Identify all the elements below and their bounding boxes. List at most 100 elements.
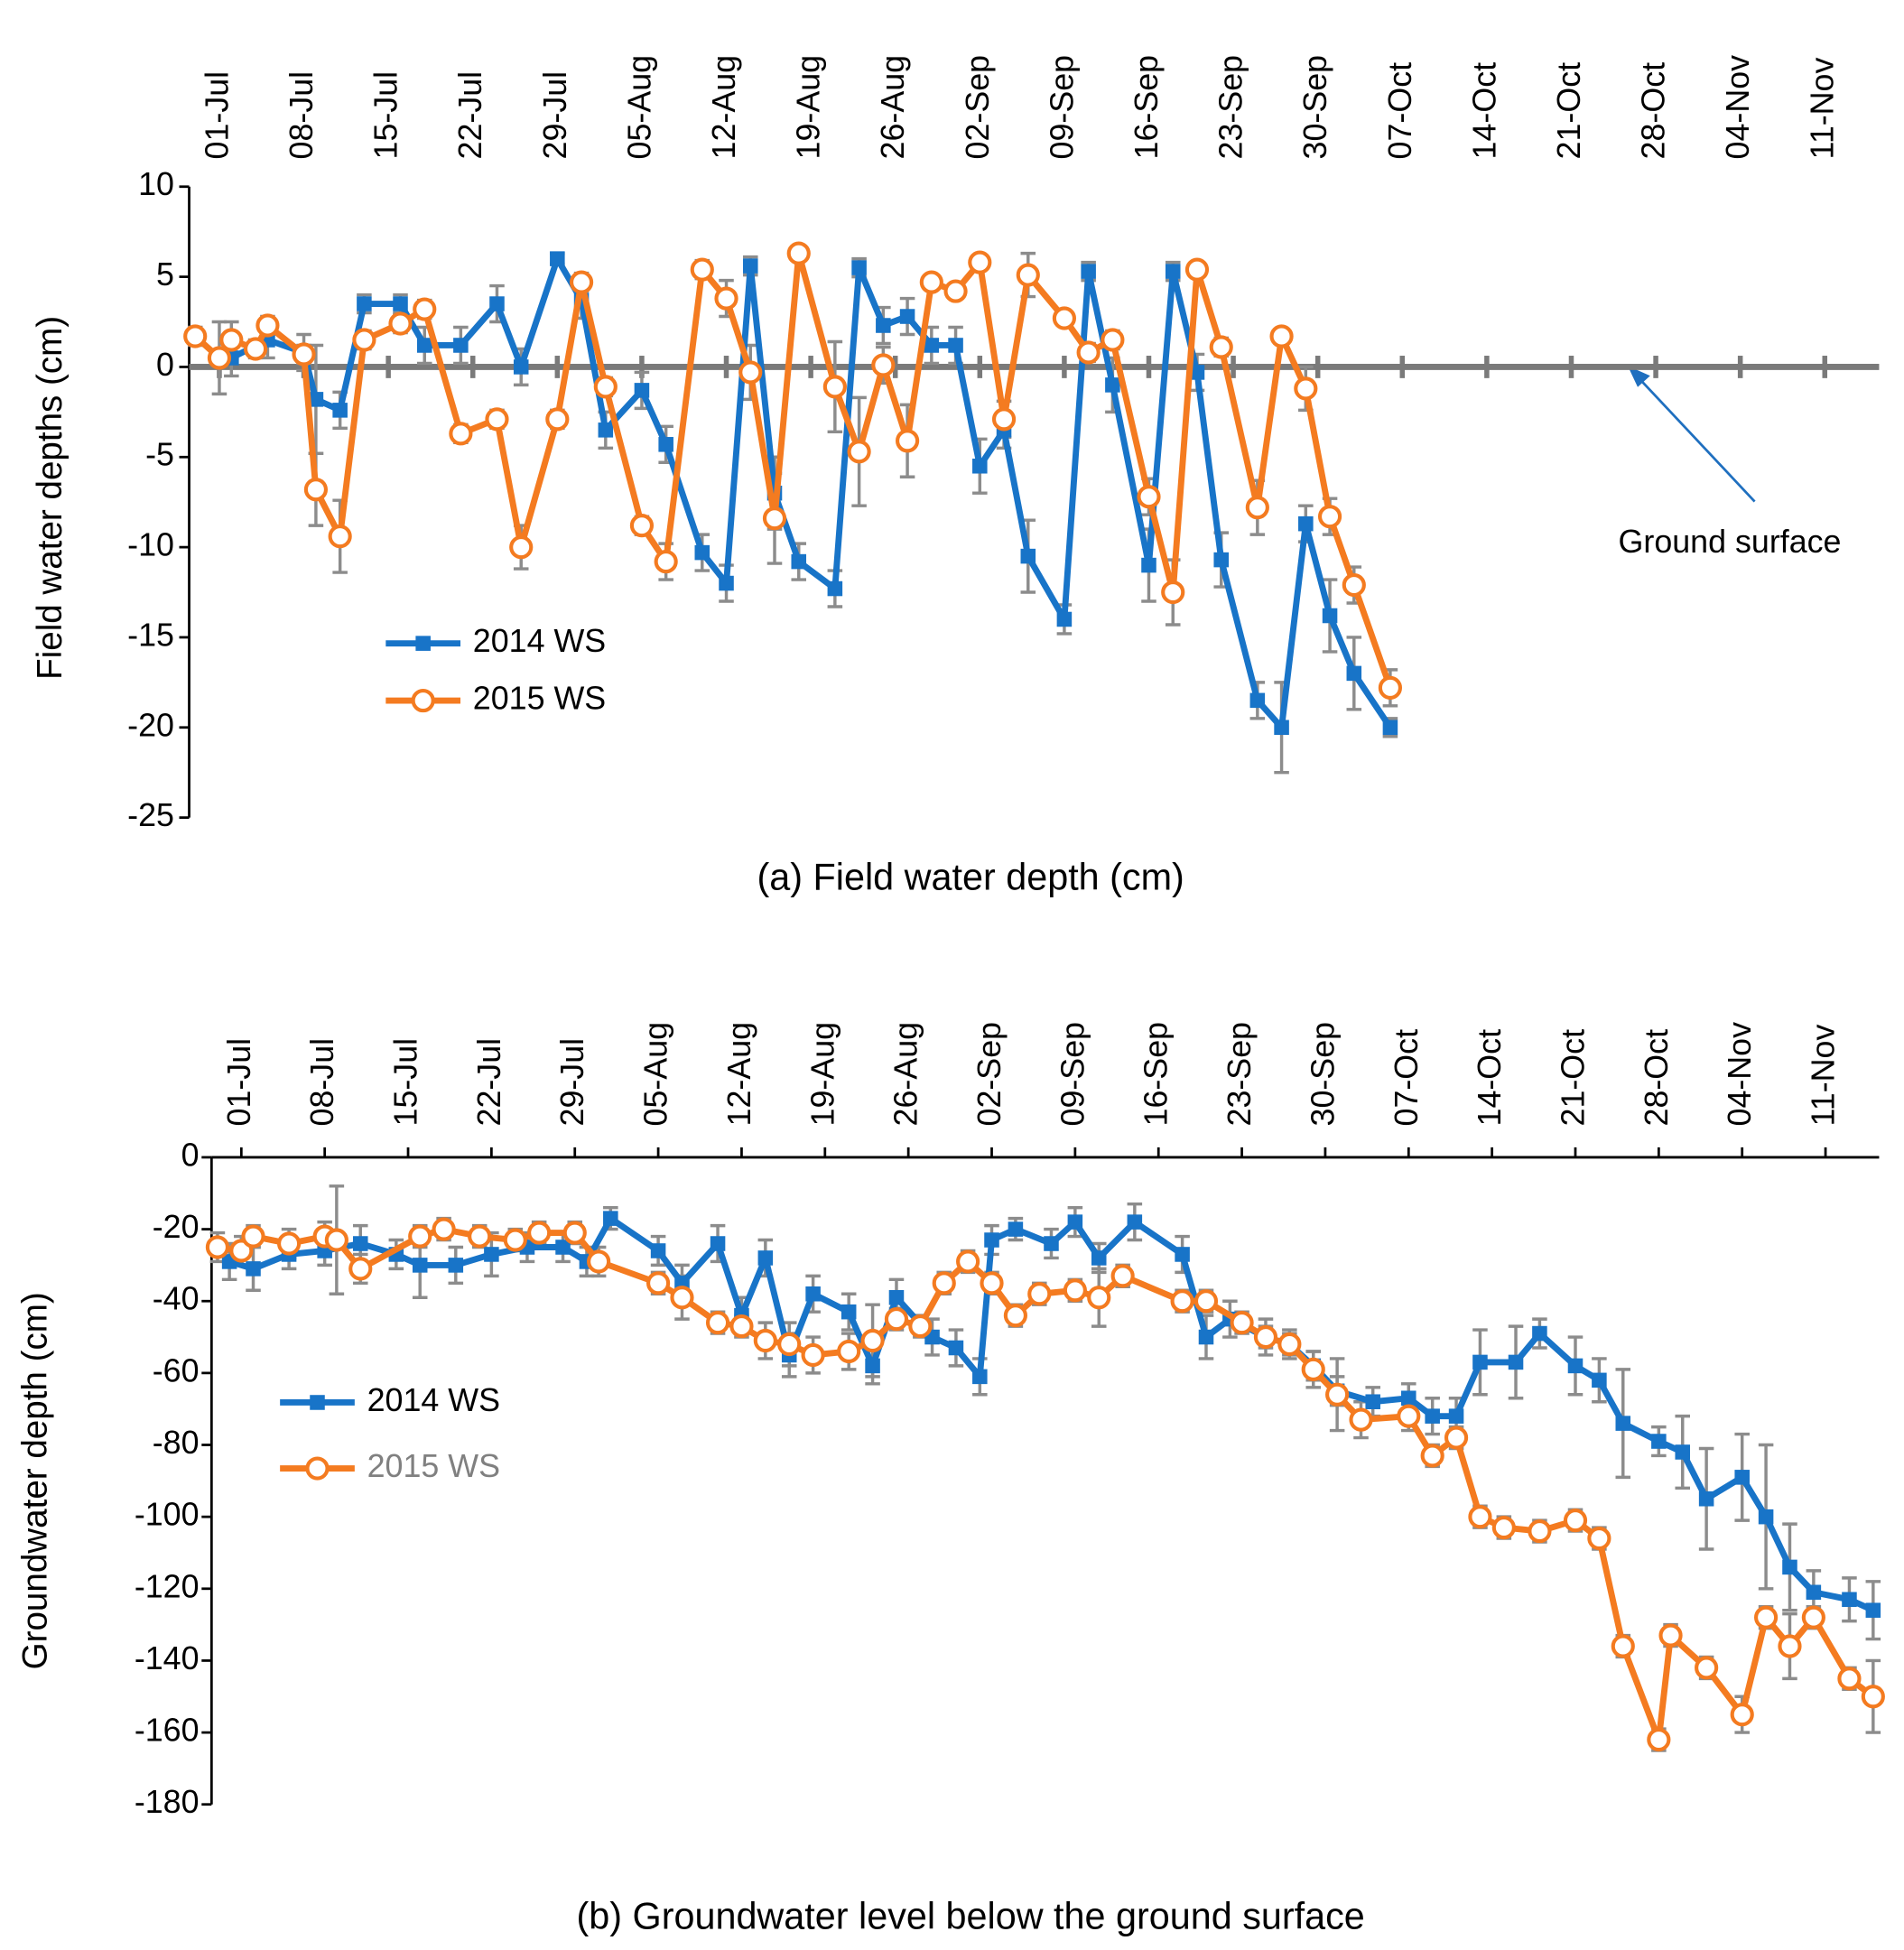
y-tick-label: 10: [138, 166, 174, 202]
x-tick-label: 11-Nov: [1806, 1025, 1842, 1127]
x-tick-label: 28-Oct: [1639, 1029, 1675, 1127]
marker: [968, 250, 992, 274]
x-tick-label: 02-Sep: [971, 1022, 1008, 1127]
y-tick-label: -20: [127, 707, 174, 743]
marker: [851, 260, 867, 275]
caption: (b) Groundwater level below the ground s…: [577, 1895, 1365, 1936]
marker: [738, 360, 763, 385]
marker: [1067, 1214, 1083, 1230]
y-tick-label: -120: [135, 1568, 200, 1604]
marker: [1592, 1372, 1607, 1388]
x-tick-label: 08-Jul: [283, 71, 320, 160]
marker: [1087, 1286, 1111, 1310]
marker: [1161, 580, 1185, 605]
marker: [219, 328, 244, 352]
x-tick-label: 07-Oct: [1382, 62, 1418, 160]
legend-label: 2014 WS: [367, 1382, 500, 1418]
marker: [550, 251, 565, 266]
marker: [948, 338, 963, 353]
x-tick-label: 01-Jul: [221, 1038, 257, 1127]
marker: [654, 549, 678, 574]
marker: [1056, 611, 1073, 627]
marker: [1472, 1354, 1488, 1370]
marker: [1448, 1408, 1464, 1424]
marker: [1611, 1634, 1635, 1658]
marker: [837, 1339, 861, 1364]
y-tick-label: -100: [135, 1497, 200, 1533]
x-tick-label: 23-Sep: [1221, 1022, 1258, 1127]
marker: [1230, 1311, 1254, 1335]
legend-label: 2015 WS: [473, 681, 606, 717]
x-tick-label: 04-Nov: [1720, 55, 1756, 160]
marker: [183, 324, 208, 348]
y-tick-label: -20: [153, 1209, 200, 1245]
x-tick-label: 30-Sep: [1297, 55, 1333, 160]
marker: [646, 1271, 671, 1295]
marker: [705, 1311, 730, 1335]
marker: [827, 580, 843, 597]
marker: [757, 1250, 774, 1266]
marker: [777, 1332, 802, 1357]
marker: [1213, 552, 1229, 568]
marker: [1294, 376, 1318, 401]
marker: [1193, 1289, 1219, 1314]
marker: [956, 1249, 980, 1274]
x-tick-label: 12-Aug: [721, 1022, 757, 1127]
y-axis-title: Groundwater depth (cm): [16, 1292, 55, 1669]
y-tick-label: -140: [135, 1640, 200, 1676]
marker: [1382, 720, 1398, 736]
marker: [1245, 496, 1269, 520]
marker: [972, 1369, 988, 1385]
marker: [328, 525, 352, 549]
marker: [690, 257, 714, 282]
marker: [1651, 1434, 1667, 1449]
marker: [246, 1261, 261, 1277]
marker: [207, 346, 232, 370]
marker: [841, 1304, 857, 1320]
marker: [1198, 1329, 1214, 1345]
marker: [629, 514, 655, 538]
marker: [1317, 505, 1342, 529]
x-tick-label: 01-Jul: [199, 71, 235, 160]
marker: [786, 241, 811, 265]
marker: [308, 392, 324, 407]
marker: [587, 1249, 611, 1274]
marker: [1101, 328, 1125, 352]
marker: [1420, 1444, 1444, 1468]
marker: [1091, 1250, 1107, 1266]
x-tick-label: 14-Oct: [1472, 1029, 1508, 1127]
marker: [324, 1228, 348, 1252]
marker: [1806, 1584, 1822, 1601]
x-tick-label: 21-Oct: [1551, 62, 1587, 160]
y-tick-label: 0: [181, 1137, 200, 1173]
marker: [876, 318, 891, 333]
marker: [1444, 1425, 1469, 1450]
marker: [432, 1217, 456, 1241]
marker: [805, 1286, 821, 1302]
marker: [822, 375, 847, 399]
x-tick-label: 15-Jul: [387, 1038, 423, 1127]
marker: [484, 1247, 499, 1262]
annotation-arrow: [1639, 378, 1756, 503]
marker: [1141, 557, 1156, 573]
y-tick-label: -25: [127, 797, 174, 833]
marker: [569, 270, 594, 294]
marker: [1865, 1602, 1881, 1618]
marker: [1658, 1623, 1683, 1648]
marker: [1269, 324, 1294, 348]
marker: [1170, 1289, 1194, 1314]
marker: [1801, 1605, 1825, 1630]
marker: [485, 407, 509, 432]
y-tick-label: 0: [156, 347, 174, 383]
marker: [1730, 1703, 1754, 1727]
marker: [1298, 515, 1314, 532]
marker: [1301, 1357, 1325, 1381]
marker: [899, 309, 915, 324]
marker: [1189, 365, 1205, 380]
legend-label: 2014 WS: [473, 623, 606, 659]
x-tick-label: 16-Sep: [1138, 1022, 1175, 1127]
marker: [1277, 1332, 1302, 1357]
marker: [650, 1243, 666, 1258]
marker: [357, 296, 372, 311]
